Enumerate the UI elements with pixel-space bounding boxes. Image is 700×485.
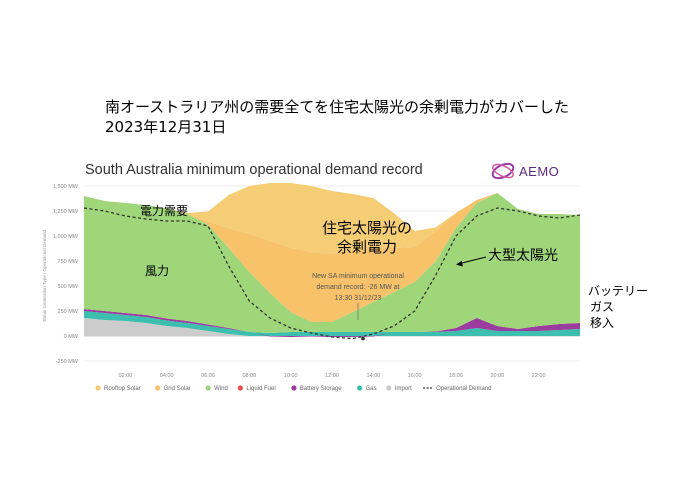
legend-label: Wind: [214, 386, 228, 392]
legend-label: Import: [395, 386, 412, 392]
x-tick-label: 12:00: [325, 373, 339, 379]
y-tick-label: 1,000 MW: [53, 234, 79, 240]
record-label-line2: demand record: -26 MW at: [316, 284, 399, 291]
legend-swatch: [237, 385, 243, 391]
annotation-coal: 石炭: [393, 199, 415, 212]
side-label-gas: ガス: [590, 300, 615, 314]
y-tick-label: 1,250 MW: [53, 209, 79, 215]
area-import: [84, 318, 580, 336]
legend-label: Gas: [366, 386, 377, 392]
demand-line-group: [83, 207, 581, 341]
annotation-wind: 風力: [145, 264, 169, 278]
legend-swatch: [155, 385, 161, 391]
area-gas: [84, 311, 580, 336]
x-tick-label: 14:00: [366, 373, 380, 379]
area-rooftop-solar: [84, 183, 580, 254]
y-tick-label: 750 MW: [58, 259, 79, 265]
y-axis-title: 30min Generation Type / Operational Dema…: [42, 230, 47, 322]
side-label-import: 移入: [590, 316, 615, 330]
y-tick-label: -250 MW: [56, 359, 79, 365]
x-tick-label: 10:00: [284, 373, 298, 379]
legend-label: Rooftop Solar: [104, 386, 141, 392]
annotation-rooftop-line2: 余剰電力: [337, 238, 397, 256]
record-label-line1: New SA minimum operational: [312, 273, 404, 280]
record-point: [361, 336, 365, 341]
y-tick-label: 1,500 MW: [53, 184, 79, 190]
axis-labels: 1,500 MW 1,250 MW 1,000 MW 750 MW 500 MW 250 …: [42, 184, 546, 379]
legend: Rooftop Solar Grid Solar Wind Liquid Fuel Ba…: [95, 385, 491, 392]
aemo-logo-icon: [491, 162, 515, 180]
legend-swatch: [95, 385, 101, 391]
legend-swatch: [386, 385, 392, 391]
legend-swatch: [205, 385, 211, 391]
legend-swatch: [357, 385, 363, 391]
area-battery-storage: [84, 309, 580, 337]
x-tick-label: 18:00: [449, 373, 463, 379]
side-label-battery: バッテリー: [588, 284, 649, 298]
area-grid-solar: [84, 193, 580, 322]
legend-label: Operational Demand: [436, 386, 491, 392]
jp-title-line2: 2023年12月31日: [105, 118, 227, 136]
y-tick-label: 0 MW: [64, 334, 79, 340]
aemo-logo-text: AEMO: [519, 163, 560, 179]
legend-swatch: [291, 385, 297, 391]
x-tick-label: 22:00: [532, 373, 546, 379]
y-tick-label: 500 MW: [58, 284, 79, 290]
x-tick-label: 08:00: [242, 373, 256, 379]
grid-solar-arrowhead: [456, 260, 463, 267]
demand-line: [83, 207, 581, 340]
annotation-demand: 電力需要: [140, 204, 188, 218]
record-label-line3: 13:30 31/12/23: [335, 295, 382, 302]
x-tick-label: 16:00: [408, 373, 422, 379]
aemo-logo: AEMO: [490, 160, 559, 182]
legend-label: Grid Solar: [164, 386, 191, 392]
x-tick-label: 20:00: [490, 373, 504, 379]
legend-label: Liquid Fuel: [246, 386, 275, 392]
x-tick-label: 04:00: [160, 373, 174, 379]
x-tick-label: 06:00: [201, 373, 215, 379]
annotation-rooftop-line1: 住宅太陽光の: [322, 219, 412, 237]
jp-title-line1: 南オーストラリア州の需要全てを住宅太陽光の余剰電力がカバーした: [105, 98, 569, 116]
x-tick-label: 02:00: [118, 373, 132, 379]
area-series: [84, 183, 580, 337]
grid-solar-arrow: [457, 256, 487, 265]
annotation-grid-solar: 大型太陽光: [488, 248, 558, 264]
legend-label: Battery Storage: [300, 386, 342, 392]
y-tick-label: 250 MW: [58, 309, 79, 315]
chart-title: South Australia minimum operational dema…: [85, 162, 423, 178]
